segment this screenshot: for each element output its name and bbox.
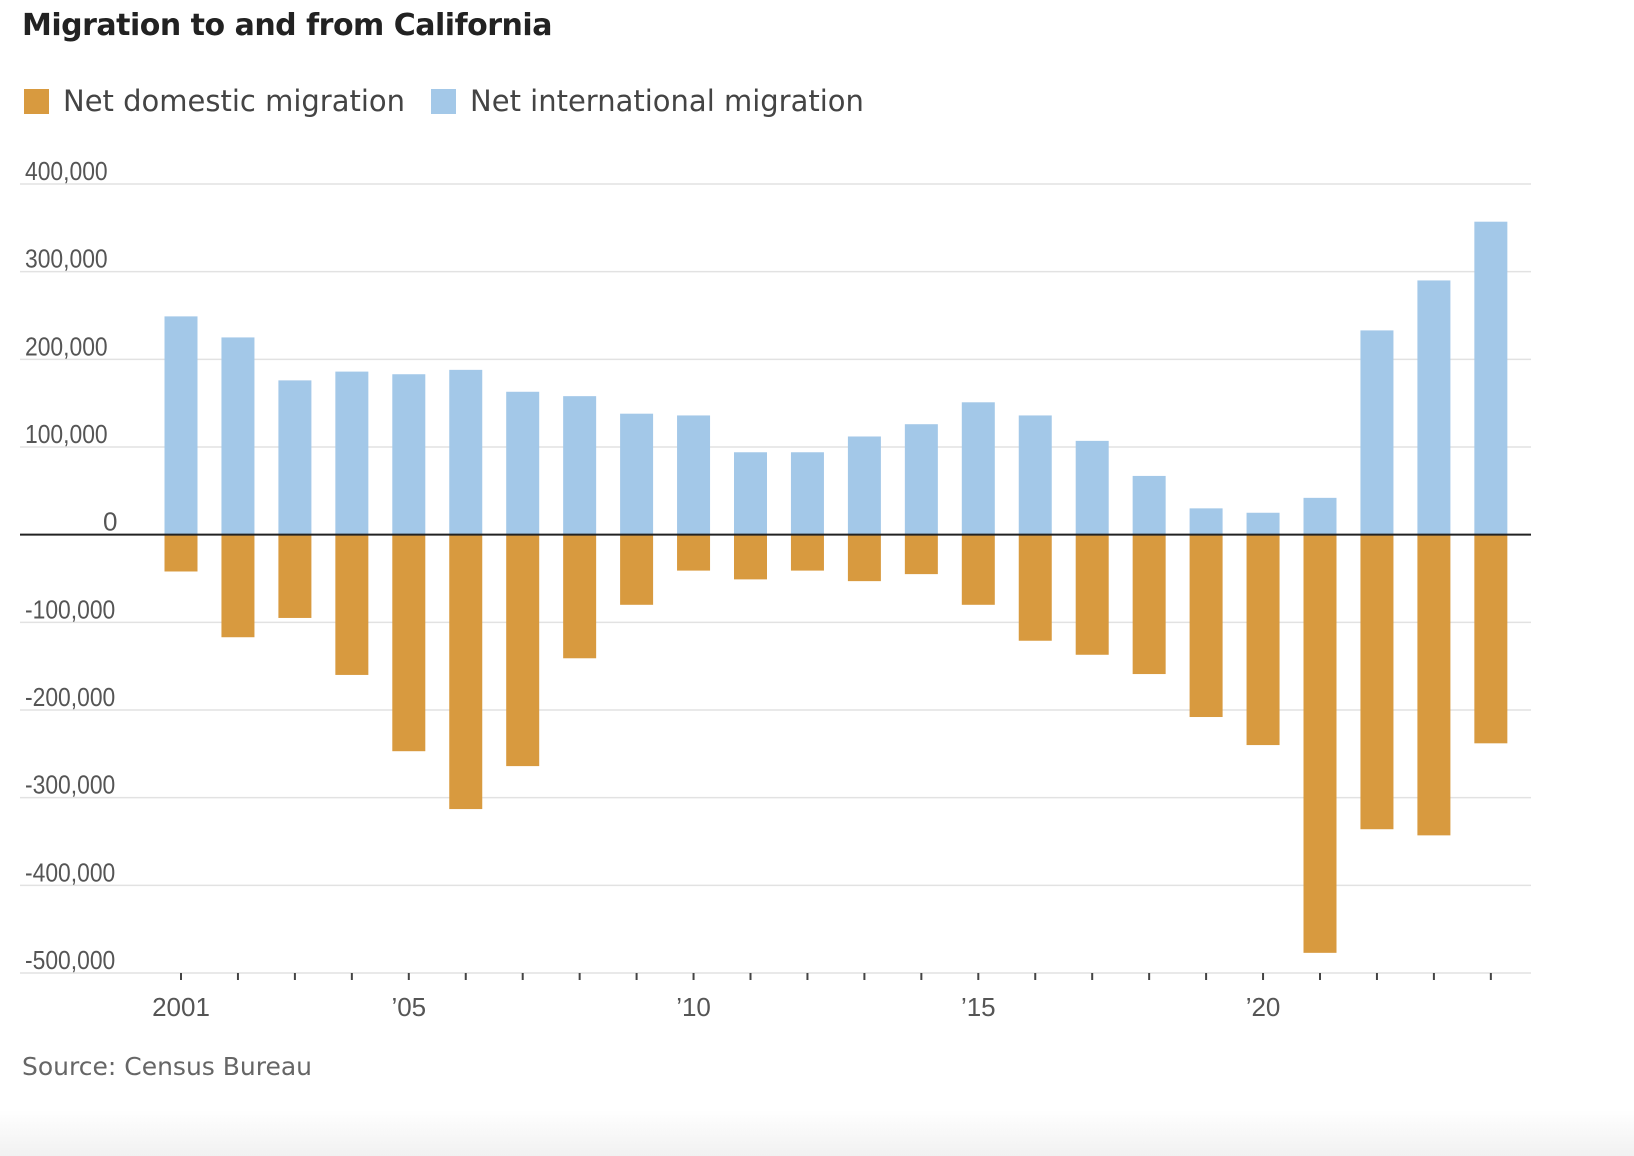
bar-domestic [847,534,881,582]
bar-international [1189,508,1223,535]
bar-domestic [1075,534,1109,655]
bar-domestic [677,534,711,571]
x-tick-label: ’15 [961,992,996,1022]
bar-domestic [563,534,597,659]
bar-domestic [1189,534,1223,718]
bar-international [734,452,767,535]
bar-international [1132,475,1166,535]
bar-international [392,374,426,535]
bar-international [1246,512,1280,535]
x-tick-label: ’05 [391,992,426,1022]
legend-item-international: Net international migration [431,84,864,118]
bar-international [221,337,255,535]
bottom-fade [0,1110,1634,1156]
legend: Net domestic migration Net international… [24,84,890,118]
y-tick-label: -100,000 [25,596,115,625]
legend-label-domestic: Net domestic migration [63,84,406,118]
y-tick-label: 0 [103,507,117,537]
y-tick-label: 300,000 [25,245,108,274]
bar-domestic [221,534,255,638]
x-tick-label: ’20 [1246,992,1281,1022]
y-tick-label: 400,000 [25,158,108,187]
legend-label-international: Net international migration [470,84,864,118]
y-tick-label: -200,000 [25,684,115,713]
bar-international [1303,497,1337,535]
bar-domestic [620,534,654,605]
bar-chart: 400,000 300,000 200,000 100,000 0 -100,000 -20… [20,158,1531,1022]
bar-international [904,424,938,535]
bar-international [847,436,881,535]
bar-international [449,369,483,535]
bar-international [335,371,369,535]
y-tick-label: -400,000 [25,859,115,888]
x-tick-label: ’10 [676,992,711,1022]
bar-domestic [1417,534,1451,836]
bar-domestic [449,534,483,810]
bar-international [1075,440,1109,535]
bar-domestic [1303,534,1337,953]
bar-domestic [1018,534,1052,641]
y-tick-label: -500,000 [25,947,115,976]
bar-domestic [904,534,938,575]
source-note: Source: Census Bureau [22,1052,313,1081]
bar-domestic [164,534,198,572]
bar-international [620,413,654,535]
bar-domestic [790,534,824,571]
bar-domestic [1132,534,1166,675]
bar-international [1360,330,1394,535]
bar-international [677,415,711,535]
bar-domestic [1474,534,1508,744]
bar-domestic [392,534,426,752]
legend-swatch-international [431,88,457,114]
bar-international [1417,280,1451,535]
bar-domestic [506,534,540,767]
y-tick-label: 200,000 [25,333,108,362]
bar-domestic [734,534,767,580]
bar-domestic [961,534,995,605]
bar-domestic [278,534,312,618]
bar-international [1018,415,1052,535]
bar-international [563,396,597,535]
chart-title: Migration to and from California [22,8,552,43]
bar-domestic [1360,534,1394,830]
bar-international [961,402,995,535]
legend-item-domestic: Net domestic migration [24,84,405,118]
bar-domestic [1246,534,1280,746]
bar-international [790,452,824,535]
bar-domestic [335,534,369,675]
bar-international [1474,221,1508,535]
x-tick-label: 2001 [152,992,210,1022]
bar-international [278,380,312,535]
bar-international [164,316,198,535]
y-tick-label: -300,000 [25,771,115,800]
legend-swatch-domestic [24,88,49,114]
bar-international [506,391,540,535]
y-tick-label: 100,000 [25,421,108,450]
